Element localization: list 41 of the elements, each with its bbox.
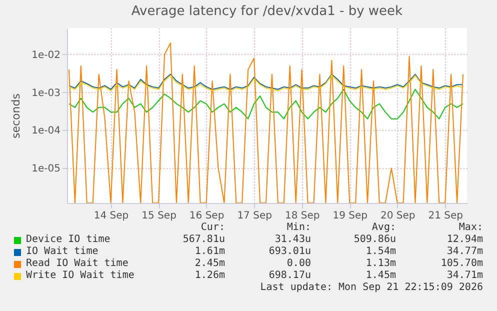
- text: 12.94m: [446, 234, 483, 246]
- text: Avg:: [372, 222, 396, 234]
- y-tick-label: 1e-05: [32, 164, 60, 175]
- legend-label: Read IO Wait time: [26, 258, 128, 270]
- chart-title: Average latency for /dev/xvda1 - by week: [131, 4, 404, 19]
- text: Max:: [458, 222, 483, 234]
- x-tick-label: 17 Sep: [237, 210, 272, 222]
- y-tick-label: 1e-03: [32, 88, 60, 99]
- text: 34.77m: [446, 246, 483, 258]
- x-tick-label: 19 Sep: [332, 210, 368, 222]
- x-tick-label: 18 Sep: [284, 210, 320, 222]
- text: 1.45m: [366, 270, 396, 282]
- x-tick-label: 14 Sep: [94, 210, 129, 222]
- y-axis-title: seconds: [10, 93, 23, 138]
- text: 1.13m: [366, 258, 396, 270]
- text: 1.26m: [194, 270, 225, 282]
- text: 567.81u: [182, 234, 225, 246]
- y-tick-label: 1e-02: [32, 50, 60, 61]
- text: 31.43u: [274, 234, 311, 246]
- text: Cur:: [200, 222, 225, 234]
- x-tick-label: 15 Sep: [142, 210, 176, 222]
- text: 1.54m: [366, 246, 396, 258]
- text: 693.01u: [268, 246, 311, 258]
- text: 2.45m: [194, 258, 225, 270]
- text: 509.86u: [354, 234, 396, 246]
- text: 698.17u: [268, 270, 311, 282]
- line-series: [68, 88, 464, 120]
- x-tick-label: 21 Sep: [428, 210, 463, 222]
- legend-label: Write IO Wait time: [26, 270, 134, 282]
- y-tick-label: 1e-04: [32, 126, 60, 137]
- x-tick-label: 16 Sep: [189, 210, 224, 222]
- text: 0.00: [286, 258, 311, 270]
- text: 34.71m: [446, 270, 483, 282]
- text: 1.61m: [194, 246, 225, 258]
- legend-label: IO Wait time: [26, 246, 98, 258]
- x-tick-label: 20 Sep: [380, 210, 416, 222]
- legend-label: Device IO time: [26, 234, 110, 246]
- line-series: [68, 42, 464, 203]
- text: Last update: Mon Sep 21 22:15:09 2026: [260, 282, 483, 294]
- text: Min:: [286, 222, 311, 234]
- text: 105.70m: [440, 258, 483, 270]
